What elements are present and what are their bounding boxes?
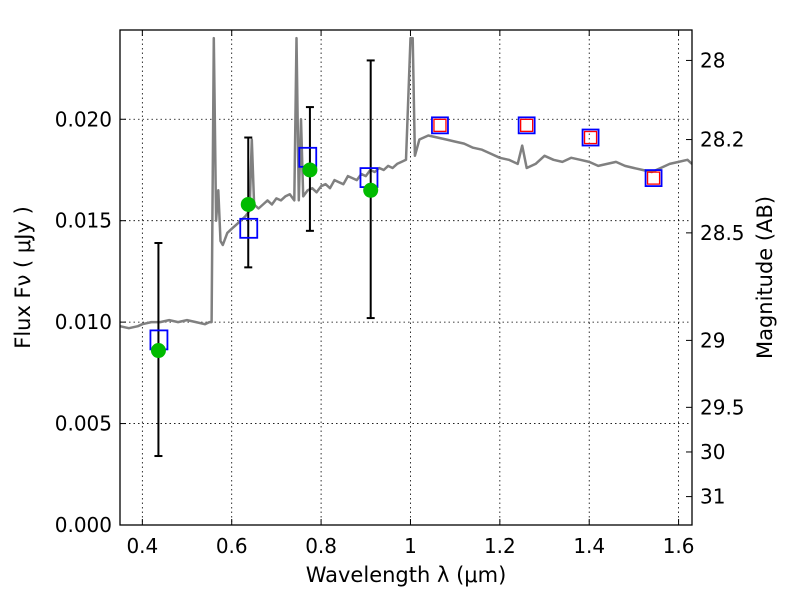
- x-tick-label: 1.2: [484, 534, 516, 558]
- x-tick-label: 1.6: [663, 534, 695, 558]
- observed-point: [150, 343, 166, 359]
- y-tick-label: 0.000: [55, 513, 112, 537]
- y2-tick-label: 29.5: [700, 395, 745, 419]
- y2-axis-label: Magnitude (AB): [753, 196, 777, 359]
- observed-point: [240, 196, 256, 212]
- y2-tick-label: 31: [700, 485, 725, 509]
- y2-tick-label: 28: [700, 48, 725, 72]
- x-tick-label: 1: [404, 534, 417, 558]
- observed-point: [363, 182, 379, 198]
- x-tick-label: 0.8: [305, 534, 337, 558]
- observed-point: [302, 162, 318, 178]
- spectrum-series: [120, 36, 692, 330]
- model-square-outer: [517, 116, 536, 135]
- y-tick-label: 0.005: [55, 412, 112, 436]
- model-square-inner: [520, 118, 534, 132]
- model-square-outer: [581, 128, 600, 147]
- y-tick-label: 0.020: [55, 107, 112, 131]
- error-bars: [154, 59, 375, 458]
- y2-tick-label: 29: [700, 328, 725, 352]
- model-square-outer: [431, 116, 449, 135]
- model-square-outer: [644, 169, 663, 187]
- x-tick-label: 0.6: [216, 534, 248, 558]
- model-square-inner: [583, 130, 598, 145]
- spectrum-line: [120, 36, 692, 330]
- x-axis-label: Wavelength λ (μm): [306, 563, 507, 587]
- y2-tick-label: 28.5: [700, 221, 745, 245]
- model-square-inner: [433, 118, 447, 132]
- y2-tick-label: 30: [700, 440, 725, 464]
- axis-ticks: 0.4 0.6 0.8 1 1.2 1.4 1.6 0.000 0.005 0.010 0.015 0…: [55, 30, 745, 558]
- y-tick-label: 0.015: [55, 209, 112, 233]
- plot-frame: [119, 29, 693, 526]
- y2-tick-label: 28.2: [700, 128, 745, 152]
- model-square: [239, 217, 259, 239]
- x-tick-label: 1.4: [573, 534, 605, 558]
- x-tick-label: 0.4: [126, 534, 158, 558]
- y-tick-label: 0.010: [55, 310, 112, 334]
- grid-lines: [120, 30, 692, 526]
- y-axis-label: Flux Fν ( μJy ): [11, 206, 35, 349]
- markers: [149, 116, 663, 359]
- model-square-inner: [646, 171, 661, 185]
